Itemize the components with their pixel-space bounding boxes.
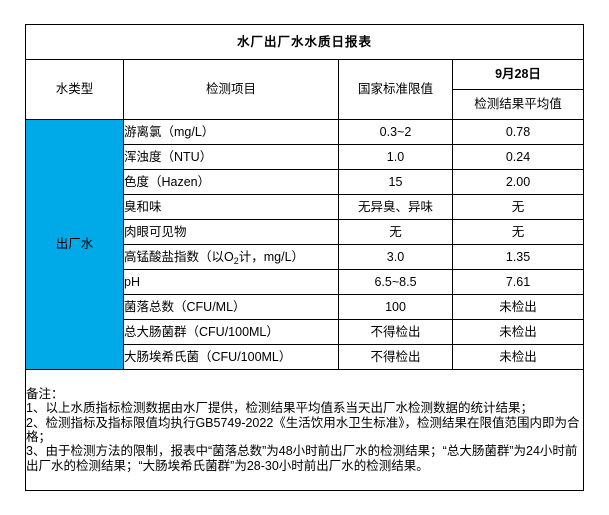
- item-name: 总大肠菌群（CFU/100ML）: [123, 319, 339, 345]
- item-limit: 不得检出: [338, 344, 453, 370]
- item-limit: 无异臭、异味: [338, 194, 453, 220]
- notes-label: 备注：: [26, 386, 64, 401]
- item-result: 未检出: [451, 319, 585, 345]
- item-limit: 1.0: [338, 144, 453, 170]
- column-header-date: 9月28日: [451, 59, 585, 90]
- item-result: 未检出: [451, 294, 585, 320]
- note-line-3: 3、由于检测方法的限制，报表中“菌落总数”为48小时前出厂水的检测结果；“总大肠…: [26, 444, 578, 473]
- item-name: 大肠埃希氏菌（CFU/100ML）: [123, 344, 339, 370]
- item-result: 未检出: [451, 344, 585, 370]
- column-header-standard-limit: 国家标准限值: [338, 59, 453, 120]
- item-name: 色度（Hazen）: [123, 169, 339, 195]
- table-row: 菌落总数（CFU/ML） 100 未检出: [26, 294, 585, 320]
- header-row-2: 检测结果平均值: [26, 89, 585, 120]
- column-header-item: 检测项目: [123, 59, 339, 120]
- water-quality-report-sheet: 水厂出厂水水质日报表 水类型 检测项目 国家标准限值 9月28日 检测结果平均值…: [24, 24, 585, 491]
- note-line-2: 2、检测指标及指标限值均执行GB5749-2022《生活饮用水卫生标准》，检测结…: [26, 415, 580, 444]
- item-result: 0.78: [451, 119, 585, 145]
- table-row: 总大肠菌群（CFU/100ML） 不得检出 未检出: [26, 319, 585, 345]
- table-row: 高锰酸盐指数（以O2计，mg/L） 3.0 1.35: [26, 244, 585, 270]
- item-limit: 6.5~8.5: [338, 269, 453, 295]
- item-name: 菌落总数（CFU/ML）: [123, 294, 339, 320]
- notes-section: 备注： 1、以上水质指标检测数据由水厂提供，检测结果平均值系当天出厂水检测数据的…: [24, 369, 585, 491]
- table-row: 出厂水 游离氯（mg/L） 0.3~2 0.78: [25, 119, 585, 370]
- item-name: 浑浊度（NTU）: [123, 144, 339, 170]
- table-row: 大肠埃希氏菌（CFU/100ML） 不得检出 未检出: [26, 344, 585, 370]
- header-row-1: 水类型 检测项目 国家标准限值 9月28日: [25, 59, 585, 120]
- water-quality-report-table: 水厂出厂水水质日报表 水类型 检测项目 国家标准限值 9月28日 检测结果平均值…: [24, 24, 585, 491]
- item-limit: 100: [338, 294, 453, 320]
- item-name: 高锰酸盐指数（以O2计，mg/L）: [123, 244, 339, 270]
- table-row: 臭和味 无异臭、异味 无: [26, 194, 585, 220]
- report-title: 水厂出厂水水质日报表: [24, 24, 585, 60]
- water-type-cell: 出厂水: [25, 119, 124, 370]
- item-limit: 15: [338, 169, 453, 195]
- table-row: 肉眼可见物 无 无: [26, 219, 585, 245]
- table-row: 浑浊度（NTU） 1.0 0.24: [26, 144, 585, 170]
- item-limit: 不得检出: [338, 319, 453, 345]
- note-line-1: 1、以上水质指标检测数据由水厂提供，检测结果平均值系当天出厂水检测数据的统计结果…: [26, 401, 533, 416]
- column-header-water-type: 水类型: [25, 59, 124, 120]
- item-name: 肉眼可见物: [123, 219, 339, 245]
- item-name: pH: [123, 269, 339, 295]
- item-name: 游离氯（mg/L）: [123, 119, 339, 145]
- notes-row: 备注： 1、以上水质指标检测数据由水厂提供，检测结果平均值系当天出厂水检测数据的…: [24, 369, 585, 491]
- table-row: pH 6.5~8.5 7.61: [26, 269, 585, 295]
- item-result: 0.24: [451, 144, 585, 170]
- title-row: 水厂出厂水水质日报表: [24, 24, 585, 60]
- item-limit: 3.0: [338, 244, 453, 270]
- item-result: 无: [451, 219, 585, 245]
- item-limit: 无: [338, 219, 453, 245]
- table-row: 色度（Hazen） 15 2.00: [26, 169, 585, 195]
- column-header-result-average: 检测结果平均值: [451, 89, 585, 120]
- item-result: 7.61: [451, 269, 585, 295]
- item-result: 1.35: [451, 244, 585, 270]
- item-name: 臭和味: [123, 194, 339, 220]
- item-limit: 0.3~2: [338, 119, 453, 145]
- item-result: 2.00: [451, 169, 585, 195]
- item-result: 无: [451, 194, 585, 220]
